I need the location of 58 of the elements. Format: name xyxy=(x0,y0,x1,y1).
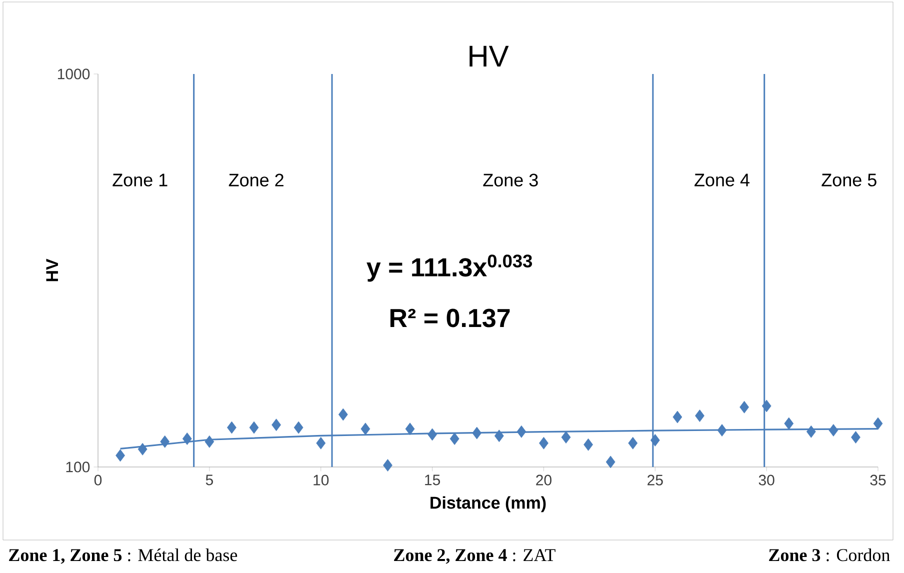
x-tick-label: 25 xyxy=(648,474,663,486)
point xyxy=(516,425,526,438)
point xyxy=(784,417,794,430)
annotation: y = 111.3x$^{0.033}$ xyxy=(366,254,532,282)
point xyxy=(695,410,704,422)
x-tick-label: 35 xyxy=(870,474,886,486)
point xyxy=(405,422,415,436)
point xyxy=(116,449,125,462)
point xyxy=(561,431,571,444)
point xyxy=(249,421,259,434)
point xyxy=(606,456,616,468)
point xyxy=(383,459,392,472)
point xyxy=(204,435,214,448)
point xyxy=(450,432,460,445)
point xyxy=(672,410,682,424)
point xyxy=(138,442,148,456)
x-tick-label: 30 xyxy=(758,474,774,486)
y-tick-label: 100 xyxy=(66,462,90,472)
point xyxy=(717,424,727,436)
annotation: Zone 1 xyxy=(112,174,168,186)
x-tick-label: 0 xyxy=(94,474,102,486)
annotation: Zone 2 xyxy=(228,174,284,186)
point xyxy=(160,435,170,448)
point xyxy=(806,425,816,438)
point xyxy=(650,434,660,446)
point xyxy=(851,431,860,444)
point xyxy=(539,436,548,450)
point xyxy=(584,438,593,451)
point xyxy=(227,421,236,434)
x-tick-label: 5 xyxy=(206,474,213,486)
annotation: R² = 0.137 xyxy=(390,308,510,328)
y-tick-label: 1000 xyxy=(58,68,90,80)
point xyxy=(873,417,883,430)
point xyxy=(338,408,348,421)
point xyxy=(472,426,482,440)
x-tick-label: 20 xyxy=(536,474,552,486)
annotation: Zone 5 xyxy=(822,174,876,186)
point xyxy=(294,421,304,434)
chart-title: HV xyxy=(470,46,509,66)
x-tick-label: 10 xyxy=(314,474,329,486)
point xyxy=(316,436,326,450)
text: Zone 2, Zone 4 : ZAT xyxy=(394,549,556,564)
point xyxy=(428,428,437,441)
annotation: Zone 3 xyxy=(483,174,538,186)
point xyxy=(740,400,749,414)
y-axis-title: HV xyxy=(46,258,58,282)
text: Zone 1, Zone 5 : Métal de base xyxy=(9,548,238,564)
point xyxy=(182,432,192,445)
point xyxy=(494,430,504,442)
annotation: Zone 4 xyxy=(694,174,750,186)
point xyxy=(828,424,838,436)
point xyxy=(360,422,370,436)
point xyxy=(272,418,281,432)
x-axis-title: Distance (mm) xyxy=(430,496,546,512)
point xyxy=(628,436,638,450)
point xyxy=(762,400,772,412)
text: Zone 3 : Cordon xyxy=(769,548,890,562)
x-tick-label: 15 xyxy=(425,474,440,486)
